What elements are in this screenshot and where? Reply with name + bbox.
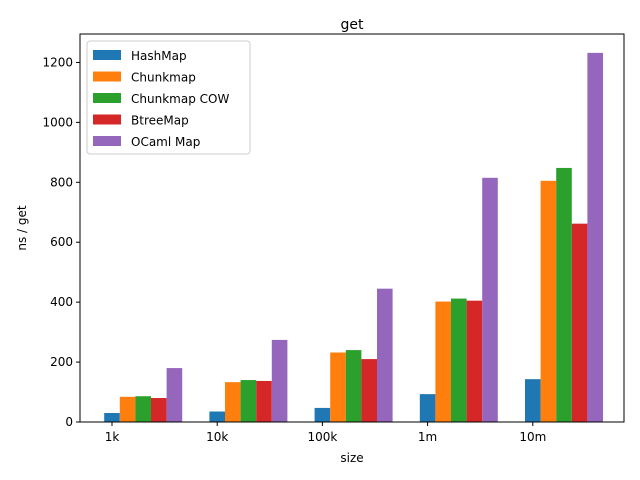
bar-btreemap-10m: [571, 223, 588, 422]
bar-chunkmap-1k: [119, 396, 136, 422]
legend-swatch: [93, 93, 121, 103]
bars-group: [104, 52, 603, 422]
bar-chunkmap-10k: [225, 382, 241, 422]
bar-hashmap-100k: [314, 407, 331, 422]
y-tick-label: 1200: [42, 55, 73, 69]
y-tick-label: 0: [65, 415, 73, 429]
bar-chunkmap-cow-1m: [451, 298, 467, 422]
legend-swatch: [93, 50, 121, 60]
bar-chunkmap-1m: [435, 301, 451, 422]
x-tick-label: 10k: [206, 430, 228, 444]
y-axis: 0 200 400 600 800 1000 1200: [42, 55, 80, 429]
legend-swatch: [93, 136, 121, 146]
legend: HashMap Chunkmap Chunkmap COW BtreeMap OCaml…: [86, 40, 251, 155]
y-axis-label: ns / get: [15, 205, 29, 251]
y-tick-label: 600: [50, 235, 73, 249]
bar-btreemap-1k: [151, 398, 167, 422]
x-axis-label: size: [340, 451, 363, 465]
bar-ocaml-map-1m: [482, 177, 498, 422]
bar-ocaml-map-10k: [271, 339, 288, 422]
plot-frame: [79, 33, 625, 423]
y-tick-label: 200: [50, 355, 73, 369]
bar-chunkmap-100k: [330, 352, 346, 422]
bar-hashmap-10m: [525, 379, 541, 422]
y-tick-label: 400: [50, 295, 73, 309]
bar-ocaml-map-1k: [166, 368, 183, 422]
bar-ocaml-map-100k: [377, 288, 393, 422]
bar-chunkmap-cow-10m: [556, 167, 572, 422]
legend-label: Chunkmap COW: [131, 92, 229, 106]
bar-chunkmap-10m: [540, 180, 557, 422]
y-tick-label: 1000: [42, 115, 73, 129]
x-axis: 1k 10k 100k 1m 10m: [105, 422, 546, 444]
legend-label: BtreeMap: [131, 114, 189, 128]
bar-btreemap-1m: [466, 300, 483, 422]
bar-hashmap-10k: [209, 411, 225, 422]
legend-swatch: [93, 114, 121, 125]
bar-ocaml-map-10m: [587, 52, 603, 422]
x-tick-label: 1k: [105, 430, 120, 444]
bar-btreemap-100k: [361, 359, 377, 422]
legend-swatch: [93, 71, 121, 82]
bar-hashmap-1m: [419, 394, 436, 422]
legend-label: Chunkmap: [131, 71, 196, 85]
legend-label: OCaml Map: [131, 135, 200, 149]
x-tick-label: 10m: [519, 430, 546, 444]
chart-title: get: [341, 17, 365, 33]
bar-chunkmap-cow-1k: [135, 396, 151, 422]
bar-chunkmap-cow-100k: [345, 350, 362, 422]
x-tick-label: 1m: [418, 430, 437, 444]
legend-label: HashMap: [131, 49, 187, 63]
bar-chunkmap-cow-10k: [240, 380, 257, 422]
legend-frame: [86, 40, 251, 155]
bar-hashmap-1k: [104, 413, 120, 422]
bar-btreemap-10k: [256, 380, 272, 422]
y-tick-label: 800: [50, 175, 73, 189]
x-tick-label: 100k: [307, 430, 337, 444]
